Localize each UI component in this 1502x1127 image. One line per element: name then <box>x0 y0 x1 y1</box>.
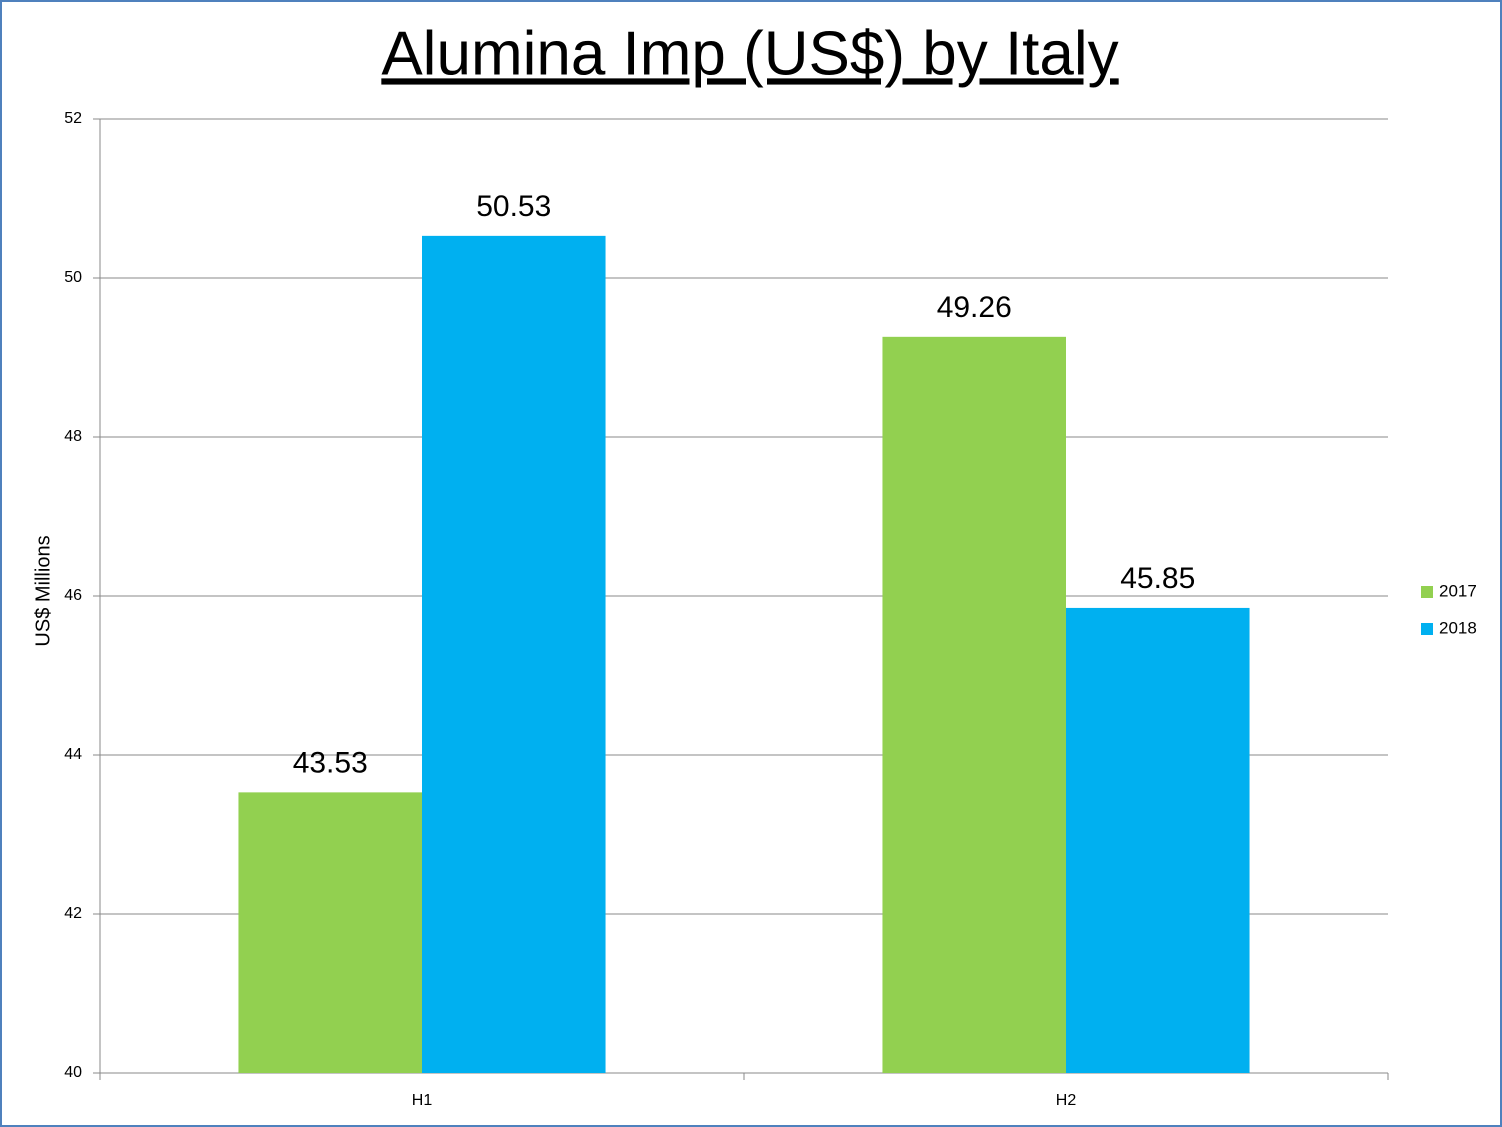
x-tick-label: H2 <box>1056 1092 1077 1109</box>
legend-swatch <box>1421 623 1433 635</box>
y-tick-label: 44 <box>64 746 82 763</box>
data-label: 43.53 <box>293 746 368 779</box>
data-label: 50.53 <box>476 190 551 223</box>
legend-label: 2017 <box>1439 581 1477 600</box>
bar <box>422 235 606 1074</box>
bar <box>238 792 422 1073</box>
y-tick-label: 48 <box>64 428 82 445</box>
bar <box>1066 607 1250 1073</box>
data-label: 49.26 <box>937 291 1012 324</box>
legend-swatch <box>1421 586 1433 598</box>
data-label: 45.85 <box>1120 562 1195 595</box>
y-tick-label: 42 <box>64 905 82 922</box>
x-tick-label: H1 <box>412 1092 433 1109</box>
y-tick-label: 40 <box>64 1064 82 1081</box>
y-tick-label: 50 <box>64 269 82 286</box>
bar <box>882 336 1066 1074</box>
y-tick-label: 52 <box>64 110 82 127</box>
chart-title: Alumina Imp (US$) by Italy <box>381 19 1118 88</box>
legend-label: 2018 <box>1439 618 1477 637</box>
y-axis-label: US$ Millions <box>32 535 54 646</box>
y-tick-label: 46 <box>64 587 82 604</box>
